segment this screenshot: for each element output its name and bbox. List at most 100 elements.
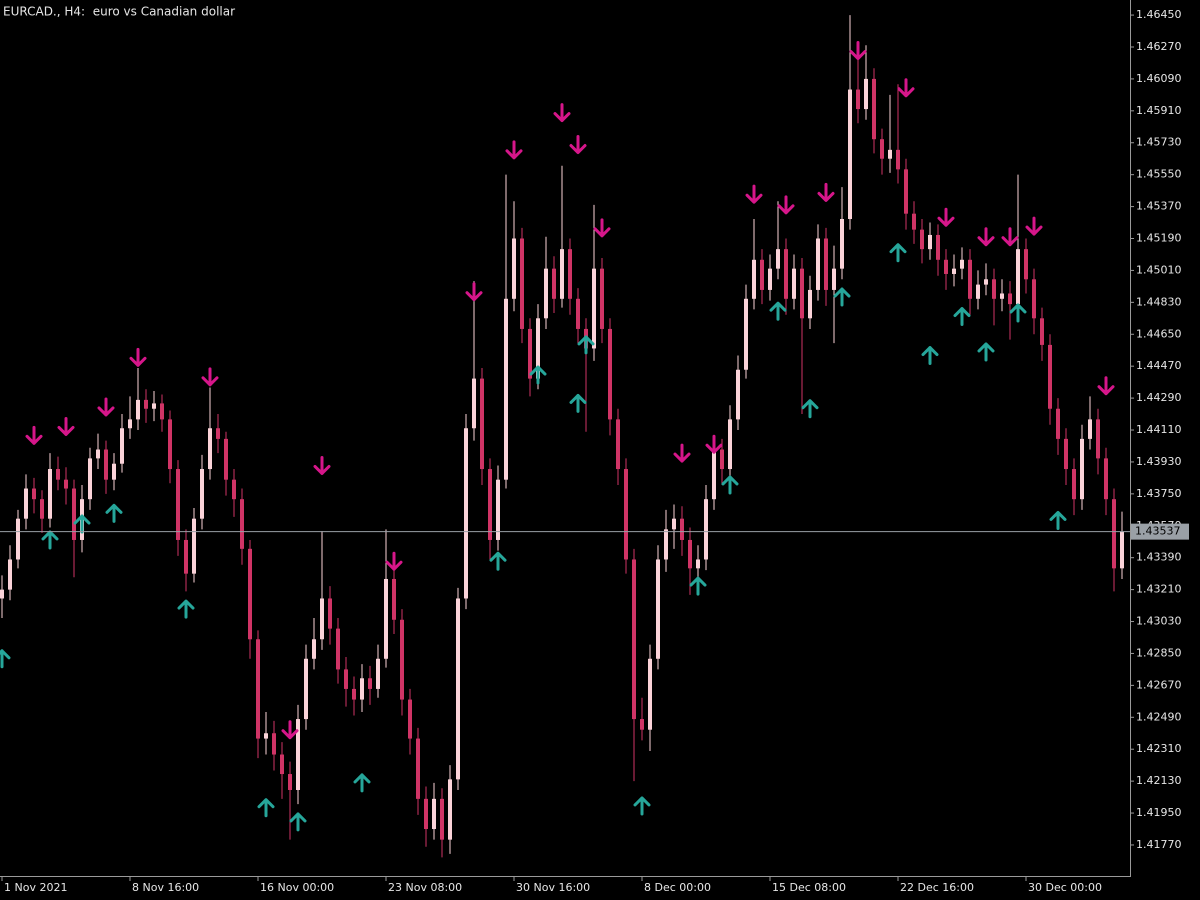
candle-body [128, 419, 132, 429]
candle-body [136, 399, 140, 420]
y-tick-label: 1.45370 [1136, 200, 1182, 213]
candle-body [1064, 438, 1068, 470]
y-tick-label: 1.44650 [1136, 327, 1182, 340]
candle-body [808, 289, 812, 319]
candle-body [872, 78, 876, 140]
candle-body [200, 469, 204, 519]
candle-body [408, 699, 412, 739]
signal-arrow [313, 455, 331, 475]
candle-body [760, 259, 764, 290]
candle-body [576, 298, 580, 329]
signal-arrow [553, 103, 571, 123]
candle-body [704, 499, 708, 560]
signal-arrow [25, 425, 43, 445]
y-tick-label: 1.44110 [1136, 423, 1182, 436]
signal-arrow [953, 307, 971, 327]
signal-arrow [1001, 227, 1019, 247]
y-tick-label: 1.45010 [1136, 263, 1182, 276]
candle-body [1040, 318, 1044, 345]
candle-body [488, 469, 492, 540]
candle-body [256, 639, 260, 739]
candle-body [248, 548, 252, 640]
candle-body [544, 268, 548, 319]
candle-body [800, 268, 804, 319]
signal-arrow [1009, 303, 1027, 323]
candle-body [952, 268, 956, 274]
candle-body [1096, 419, 1100, 459]
signal-arrow [889, 243, 907, 263]
candle-body [856, 89, 860, 110]
candle-body [1016, 249, 1020, 305]
candle-body [528, 328, 532, 379]
y-tick-label: 1.45550 [1136, 168, 1182, 181]
candle-body [712, 449, 716, 500]
candle-body [296, 719, 300, 790]
candle-body [784, 249, 788, 299]
signal-arrow [593, 218, 611, 238]
y-tick-label: 1.41770 [1136, 838, 1182, 851]
candle-body [640, 719, 644, 730]
y-tick-label: 1.42130 [1136, 774, 1182, 787]
signal-arrow [1025, 216, 1043, 236]
candle-body [88, 458, 92, 500]
signal-arrow [633, 796, 651, 816]
candle-body [152, 403, 156, 409]
candle-body [648, 658, 652, 730]
signal-arrow [1097, 376, 1115, 396]
y-tick-label: 1.46090 [1136, 72, 1182, 85]
y-tick-label: 1.43210 [1136, 583, 1182, 596]
candle-body [912, 213, 916, 230]
signal-arrow [849, 41, 867, 61]
signal-arrow [73, 514, 91, 534]
candle-body [1072, 469, 1076, 500]
candle-body [48, 469, 52, 519]
candle-body [424, 798, 428, 830]
candle-body [880, 139, 884, 159]
y-tick-label: 1.41950 [1136, 806, 1182, 819]
candle-body [272, 733, 276, 755]
current-price-label: 1.43537 [1135, 525, 1181, 538]
candle-body [360, 678, 364, 700]
signal-arrow [833, 287, 851, 307]
signal-arrow [745, 184, 763, 204]
plot [0, 15, 1124, 858]
signal-arrow [897, 78, 915, 98]
candle-body [1024, 249, 1028, 280]
candle-body [616, 419, 620, 470]
y-tick-label: 1.42850 [1136, 646, 1182, 659]
signal-arrow [529, 365, 547, 385]
candle-body [552, 268, 556, 299]
candle-body [240, 499, 244, 549]
candle-body [560, 249, 564, 299]
y-tick-label: 1.43030 [1136, 615, 1182, 628]
candle-body [264, 733, 268, 739]
y-tick-label: 1.42310 [1136, 742, 1182, 755]
candle-body [824, 238, 828, 290]
candle-body [840, 219, 844, 269]
candle-body [160, 403, 164, 420]
candle-body [624, 469, 628, 560]
signal-arrow [465, 282, 483, 302]
signal-arrow [721, 475, 739, 495]
candle-body [472, 378, 476, 429]
candle-body [448, 779, 452, 840]
candle-body [656, 559, 660, 659]
x-tick-label: 30 Dec 00:00 [1028, 881, 1102, 894]
signal-arrow [353, 773, 371, 793]
candle-body [512, 238, 516, 299]
candle-body [896, 149, 900, 170]
y-tick-label: 1.42670 [1136, 678, 1182, 691]
candle-body [744, 298, 748, 370]
candle-body [232, 479, 236, 500]
signal-arrow [705, 434, 723, 454]
candle-body [1032, 279, 1036, 319]
current-price-box [1131, 523, 1189, 540]
candle-body [752, 259, 756, 299]
candle-body [768, 268, 772, 290]
candle-body [64, 479, 68, 489]
candle-body [168, 419, 172, 470]
y-tick-label: 1.44830 [1136, 295, 1182, 308]
candle-body [208, 428, 212, 470]
